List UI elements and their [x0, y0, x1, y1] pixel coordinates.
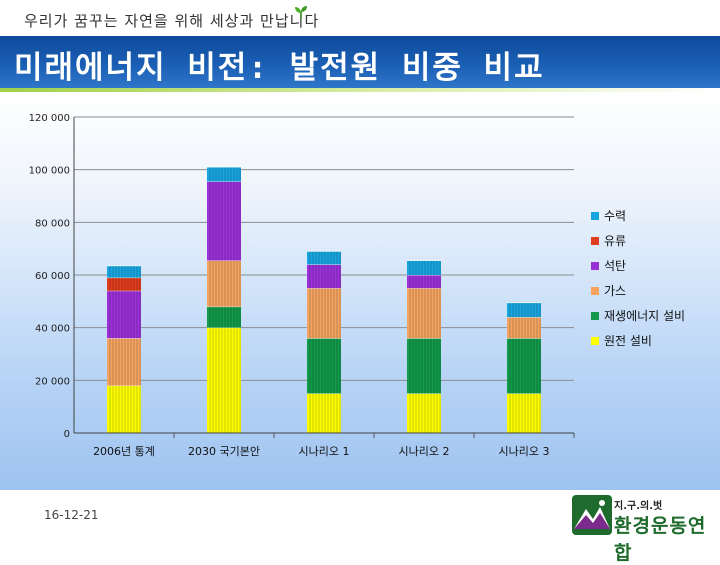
legend-label: 재생에너지 설비	[604, 309, 685, 323]
bar-segment	[407, 393, 441, 433]
bar-segment	[507, 393, 541, 433]
y-tick-label: 20 000	[35, 376, 70, 387]
legend-swatch	[591, 212, 599, 220]
bar-segment	[407, 275, 441, 289]
bar-segment	[407, 260, 441, 275]
organization-logo: 지.구.의.벗 환경운동연합	[570, 491, 720, 564]
bar-segment	[307, 288, 341, 339]
legend-swatch	[591, 287, 599, 295]
bar-segment	[107, 290, 141, 339]
title-accent-line	[0, 88, 720, 92]
bar-segment	[107, 385, 141, 433]
page-title: 미래에너지 비전: 발전원 비중 비교	[14, 50, 545, 86]
bar-segment	[207, 167, 241, 182]
legend-label: 가스	[604, 284, 626, 298]
bar-segment	[407, 288, 441, 339]
bar-segment	[207, 306, 241, 328]
bar-segment	[307, 251, 341, 265]
bar-segment	[507, 317, 541, 339]
bar-layer	[107, 166, 541, 433]
title-bar: 미래에너지 비전: 발전원 비중 비교	[0, 36, 720, 88]
y-tick-label: 100 000	[29, 166, 70, 177]
legend-swatch	[591, 312, 599, 320]
legend-swatch	[591, 337, 599, 345]
x-tick-label: 시나리오 1	[299, 445, 350, 458]
axis-layer: 0 20 000 40 000 60 000 80 000 100 000 120 000 2…	[29, 113, 575, 458]
bar-segment	[507, 338, 541, 394]
y-tick-label: 80 000	[35, 218, 70, 229]
bar-segment	[207, 260, 241, 307]
legend-label: 유류	[604, 234, 626, 248]
bar-segment	[507, 302, 541, 318]
legend-swatch	[591, 237, 599, 245]
slogan: 우리가 꿈꾸는 자연을 위해 세상과 만납니다	[24, 12, 320, 30]
legend-label: 원전 설비	[604, 334, 652, 348]
bar-segment	[307, 338, 341, 394]
bar-segment	[407, 338, 441, 394]
y-tick-label: 60 000	[35, 271, 70, 282]
y-tick-label: 0	[64, 429, 70, 440]
x-tick-label: 시나리오 2	[399, 445, 450, 458]
bar-segment	[207, 181, 241, 261]
x-tick-label: 2030 국기본안	[188, 445, 260, 458]
ecology-mountain-logo-icon	[572, 495, 612, 535]
bar-segment	[107, 338, 141, 386]
bar-segment	[207, 327, 241, 433]
legend-swatch	[591, 262, 599, 270]
bar-segment	[307, 264, 341, 289]
legend-label: 수력	[604, 209, 626, 223]
stacked-bar-chart: 0 20 000 40 000 60 000 80 000 100 000 120 000 2…	[29, 113, 685, 458]
x-tick-label: 시나리오 3	[499, 445, 550, 458]
bar-segment	[107, 277, 141, 291]
slide-date: 16-12-21	[44, 508, 99, 522]
bar-segment	[107, 265, 141, 278]
logo-subtitle: 지.구.의.벗	[614, 501, 663, 512]
logo-name: 환경운동연합	[614, 515, 707, 564]
y-tick-label: 40 000	[35, 324, 70, 335]
legend-label: 석탄	[604, 259, 626, 273]
sprout-icon	[295, 6, 307, 19]
y-tick-label: 120 000	[29, 113, 70, 124]
bar-segment	[307, 393, 341, 433]
x-tick-label: 2006년 통계	[93, 445, 155, 458]
